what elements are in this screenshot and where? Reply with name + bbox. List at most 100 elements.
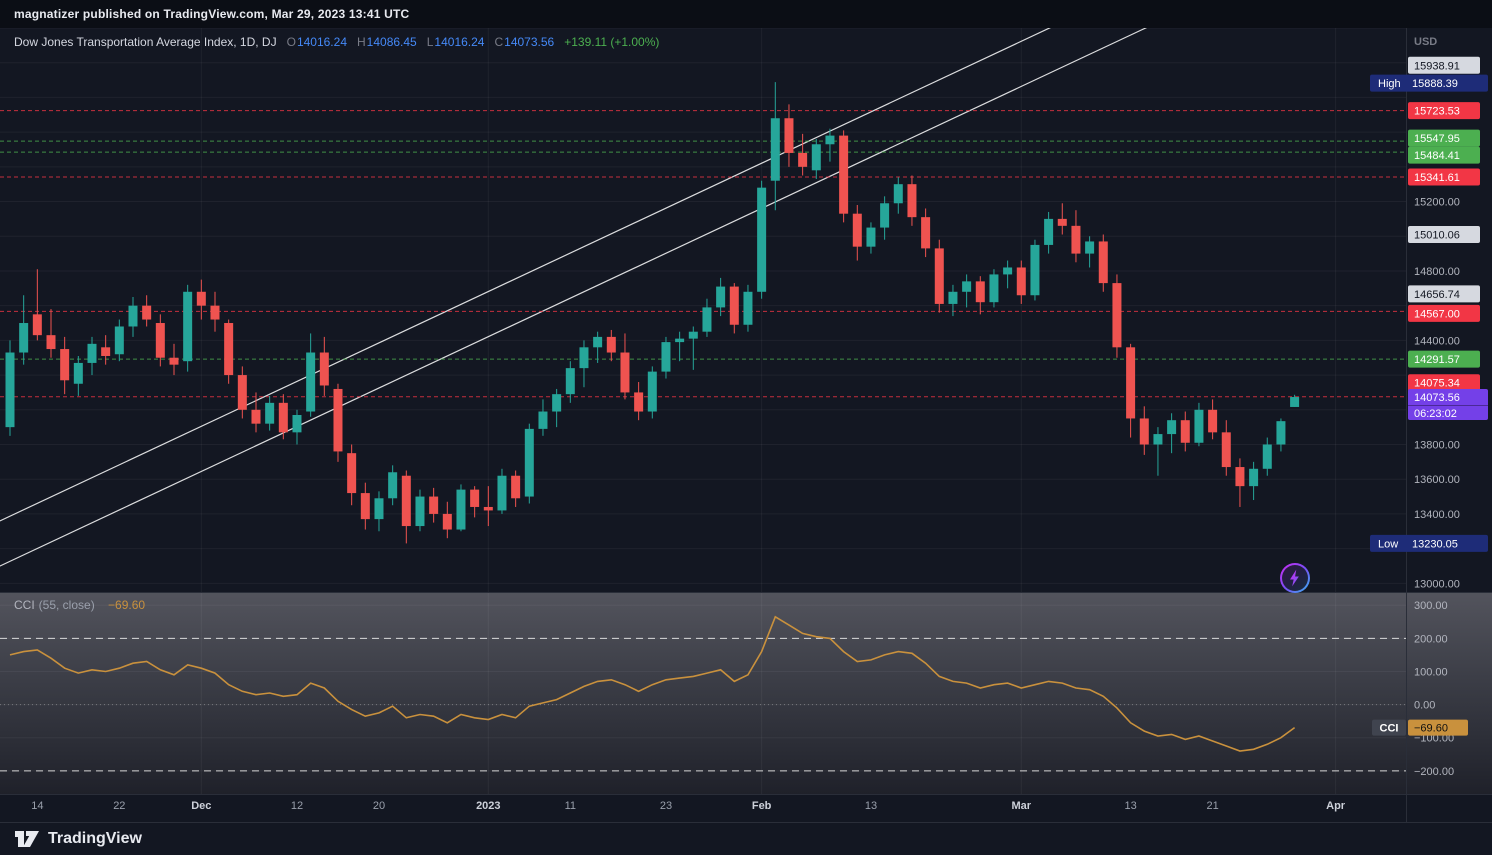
candle-body	[5, 352, 15, 428]
candle-body	[470, 489, 480, 507]
candle-body	[866, 227, 876, 247]
candle-body	[1139, 418, 1149, 445]
svg-text:14656.74: 14656.74	[1414, 289, 1460, 301]
svg-text:15888.39: 15888.39	[1412, 78, 1458, 90]
candle-body	[524, 428, 534, 497]
level-price-label	[1408, 304, 1480, 322]
boost-button[interactable]	[1280, 563, 1310, 593]
candle-body	[757, 187, 767, 292]
candle-body	[716, 286, 726, 308]
candle-body	[483, 506, 493, 511]
candle-body	[620, 352, 630, 393]
candle-body	[1112, 283, 1122, 348]
candle-body	[921, 217, 931, 249]
candle-body	[278, 402, 288, 433]
highlow-price-label	[1370, 74, 1488, 92]
price-tick: 14400.00	[1414, 335, 1460, 347]
candle-body	[770, 118, 780, 181]
candle-body	[60, 349, 70, 381]
candle-body	[183, 291, 193, 362]
candle-body	[101, 347, 111, 356]
time-tick: Dec	[191, 800, 211, 812]
svg-text:14291.57: 14291.57	[1414, 354, 1460, 366]
candle-body	[333, 388, 343, 452]
candle-body	[73, 362, 83, 384]
tradingview-logo[interactable]: TradingView	[14, 830, 142, 848]
candle-body	[415, 496, 425, 527]
level-price-label	[1408, 285, 1480, 303]
candle-body	[46, 335, 56, 350]
time-tick: Apr	[1326, 800, 1346, 812]
svg-text:14567.00: 14567.00	[1414, 308, 1460, 320]
price-tick: 13400.00	[1414, 509, 1460, 521]
time-tick: 14	[31, 800, 43, 812]
time-tick: 20	[373, 800, 385, 812]
highlow-price-label	[1370, 534, 1488, 552]
level-price-label	[1408, 374, 1480, 392]
time-tick: 21	[1206, 800, 1218, 812]
time-axis[interactable]: 14 22 Dec 12 20 2023 11 23 Feb 13 Mar 13 21 Apr	[31, 800, 1346, 812]
candle-body	[360, 493, 370, 520]
svg-text:15723.53: 15723.53	[1414, 106, 1460, 118]
candle-body	[538, 411, 548, 429]
candle-body	[907, 184, 917, 218]
price-axis[interactable]: USD 15200.00 14800.00 14400.00 13800.00 13600…	[1370, 36, 1488, 590]
svg-text:13230.05: 13230.05	[1412, 538, 1458, 550]
candles-layer	[5, 82, 1300, 544]
indicator-axis[interactable]: 300.00 200.00 100.00 0.00 −100.00 −200.00 CCI −…	[1372, 600, 1468, 778]
candle-body	[497, 475, 507, 511]
candle-body	[1262, 444, 1272, 469]
candle-body	[1030, 244, 1040, 296]
candle-body	[675, 338, 685, 343]
cci-name-label	[1372, 719, 1406, 736]
candle-body	[634, 392, 644, 412]
candle-body	[19, 323, 29, 353]
time-tick: 22	[113, 800, 125, 812]
candle-body	[1098, 241, 1108, 284]
candle-body	[784, 118, 794, 153]
candle-body	[1167, 420, 1177, 435]
candle-body	[196, 291, 206, 306]
candle-body	[87, 343, 97, 363]
level-price-label	[1408, 146, 1480, 164]
candle-body	[251, 409, 261, 424]
time-tick: 13	[865, 800, 877, 812]
tradingview-wordmark: TradingView	[48, 830, 142, 847]
level-price-label	[1408, 102, 1480, 120]
footer-bar: TradingView	[0, 822, 1492, 855]
time-tick: Feb	[752, 800, 772, 812]
time-tick: Mar	[1012, 800, 1032, 812]
candle-body	[702, 307, 712, 332]
svg-text:CCI: CCI	[1380, 723, 1399, 735]
price-tick: 13600.00	[1414, 474, 1460, 486]
cci-tick: 100.00	[1414, 666, 1448, 678]
candle-body	[319, 352, 329, 386]
level-price-label	[1408, 226, 1480, 244]
candle-body	[401, 475, 411, 527]
level-price-label	[1408, 168, 1480, 186]
time-tick: 23	[660, 800, 672, 812]
cci-line	[9, 615, 1296, 752]
candle-body	[962, 281, 972, 292]
candle-body	[1085, 241, 1095, 254]
candle-body	[565, 368, 575, 395]
svg-text:14075.34: 14075.34	[1414, 378, 1460, 390]
candle-body	[1235, 467, 1245, 487]
candle-body	[374, 498, 384, 520]
chart-area: USD 15200.00 14800.00 14400.00 13800.00 13600…	[0, 28, 1492, 822]
candle-body	[429, 496, 439, 514]
candle-body	[1057, 218, 1067, 226]
candle-body	[388, 472, 398, 499]
candle-body	[456, 489, 466, 530]
candle-body	[579, 347, 589, 369]
attribution-text: magnatizer published on TradingView.com,…	[14, 7, 410, 21]
plot-layer	[0, 28, 1406, 772]
candle-body	[852, 213, 862, 247]
svg-text:15547.95: 15547.95	[1414, 133, 1460, 145]
chart-canvas[interactable]: USD 15200.00 14800.00 14400.00 13800.00 13600…	[0, 28, 1492, 822]
cci-tick: 200.00	[1414, 633, 1448, 645]
candle-body	[114, 326, 124, 355]
candle-body	[210, 305, 220, 320]
current-price-label	[1408, 389, 1488, 421]
